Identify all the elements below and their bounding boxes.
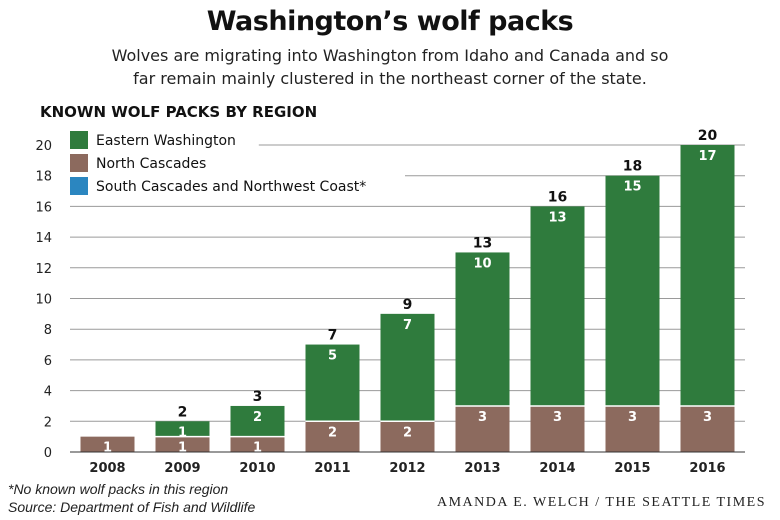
y-tick-label: 20 <box>35 139 52 154</box>
bar-segment <box>455 405 510 452</box>
section-label: KNOWN WOLF PACKS BY REGION <box>40 103 318 121</box>
bar-segment <box>380 313 435 422</box>
bar-segment <box>605 175 660 406</box>
bar-total-label: 7 <box>328 328 338 344</box>
y-tick-label: 0 <box>44 446 52 461</box>
y-tick-label: 14 <box>35 231 52 246</box>
bar-total-label: 16 <box>548 189 567 205</box>
legend-backing <box>68 129 259 150</box>
x-tick-label: 2012 <box>389 461 425 476</box>
x-tick-label: 2010 <box>239 461 275 476</box>
legend-label: South Cascades and Northwest Coast* <box>96 179 366 195</box>
bar-value-label: 3 <box>628 410 637 425</box>
legend-swatch <box>70 154 88 172</box>
legend-backing <box>68 152 225 173</box>
chart-title: Washington’s wolf packs <box>206 6 574 37</box>
y-tick-label: 6 <box>44 354 52 369</box>
y-tick-label: 8 <box>44 323 52 338</box>
bar-value-label: 1 <box>253 441 262 456</box>
bar-value-label: 2 <box>253 410 262 425</box>
bar-value-label: 5 <box>328 349 337 364</box>
bar-total-label: 2 <box>178 404 188 420</box>
x-tick-label: 2011 <box>314 461 350 476</box>
chart-subtitle: Wolves are migrating into Washington fro… <box>111 46 669 88</box>
bar-segment <box>155 421 210 437</box>
source-note: Source: Department of Fish and Wildlife <box>8 499 256 515</box>
bar-value-label: 7 <box>403 318 412 333</box>
x-tick-label: 2014 <box>539 461 575 476</box>
credit-line: AMANDA E. WELCH / THE SEATTLE TIMES <box>437 495 766 510</box>
bar-total-label: 13 <box>473 235 492 251</box>
bar-total-label: 18 <box>623 159 642 175</box>
bar-value-label: 3 <box>478 410 487 425</box>
bar-segment <box>605 405 660 452</box>
x-tick-label: 2015 <box>614 461 650 476</box>
y-tick-label: 10 <box>35 293 52 308</box>
y-tick-label: 4 <box>44 385 52 400</box>
y-tick-label: 18 <box>35 170 52 185</box>
legend-backing <box>68 175 405 196</box>
bar-segment <box>680 145 735 406</box>
y-tick-label: 2 <box>44 415 52 430</box>
bar-segment <box>305 421 360 452</box>
bar-segment <box>80 436 135 452</box>
legend-swatch <box>70 131 88 149</box>
bar-value-label: 3 <box>553 410 562 425</box>
bar-total-label: 9 <box>403 297 413 313</box>
bar-value-label: 3 <box>703 410 712 425</box>
bar-value-label: 15 <box>623 180 641 195</box>
legend-swatch <box>70 177 88 195</box>
bar-value-label: 1 <box>178 425 187 440</box>
x-tick-label: 2016 <box>689 461 725 476</box>
x-tick-label: 2008 <box>89 461 125 476</box>
bar-segment <box>530 405 585 452</box>
bar-value-label: 1 <box>103 441 112 456</box>
bar-segment <box>380 421 435 452</box>
legend-label: Eastern Washington <box>96 133 236 149</box>
bar-value-label: 10 <box>473 256 491 271</box>
y-tick-label: 16 <box>35 200 52 215</box>
bar-total-label: 3 <box>253 389 263 405</box>
bar-segment <box>230 436 285 452</box>
x-tick-label: 2013 <box>464 461 500 476</box>
bar-value-label: 2 <box>328 425 337 440</box>
bar-segment <box>530 206 585 406</box>
bar-segment <box>455 252 510 406</box>
bar-value-label: 17 <box>698 149 716 164</box>
bar-value-label: 2 <box>403 425 412 440</box>
x-tick-label: 2009 <box>164 461 200 476</box>
bar-segment <box>680 405 735 452</box>
bar-segment <box>230 405 285 437</box>
bar-value-label: 1 <box>178 441 187 456</box>
legend-label: North Cascades <box>96 156 206 172</box>
bar-segment <box>155 436 210 452</box>
footnote: *No known wolf packs in this region <box>8 481 229 497</box>
bar-value-label: 13 <box>548 210 566 225</box>
bar-segment <box>305 344 360 422</box>
bar-total-label: 20 <box>698 128 718 144</box>
y-tick-label: 12 <box>35 262 52 277</box>
